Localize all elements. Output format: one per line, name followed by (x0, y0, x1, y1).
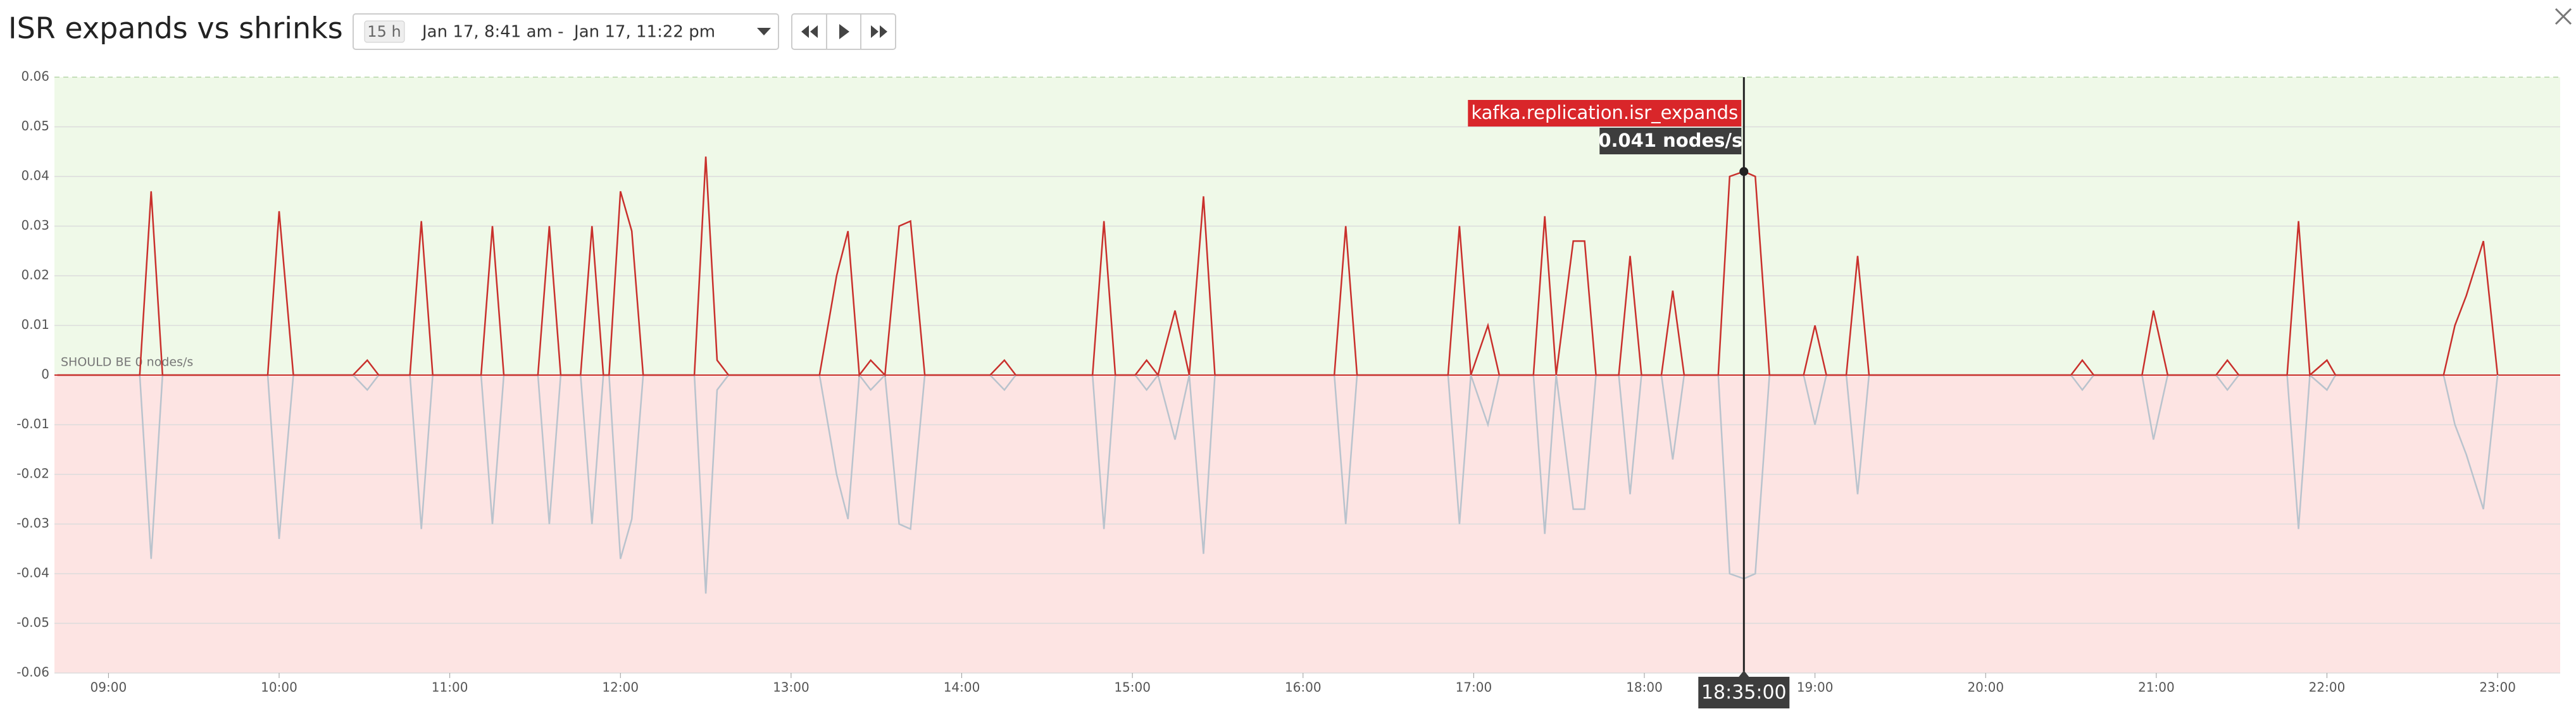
title: ISR expands vs shrinks (8, 11, 343, 46)
y-tick-label: 0.02 (21, 268, 49, 283)
forward-button[interactable] (871, 25, 887, 38)
x-tick-label: 19:00 (1797, 680, 1834, 695)
time-picker[interactable] (353, 13, 779, 50)
span: 15 h (367, 23, 401, 40)
y-tick-label: -0.05 (16, 615, 49, 630)
x-tick-label: 21:00 (2138, 680, 2175, 695)
x-tick-label: 14:00 (944, 680, 980, 695)
x-tick-label: 16:00 (1285, 680, 1322, 695)
y-tick-label: 0.06 (21, 69, 49, 84)
tooltip-series: kafka.replication.isr_expands (1471, 102, 1738, 123)
y-tick-label: 0.01 (21, 317, 49, 332)
crosshair-time-box (1698, 677, 1790, 708)
y-tick-label: -0.04 (16, 565, 49, 581)
y-tick-label: 0.04 (21, 168, 49, 183)
y-tick-label: -0.06 (16, 665, 49, 680)
x-tick-label: 12:00 (602, 680, 639, 695)
crosshair-time-pointer (1739, 670, 1749, 677)
y-tick-label: 0.03 (21, 218, 49, 233)
x-tick-label: 09:00 (91, 680, 127, 695)
play-button[interactable] (839, 24, 849, 39)
tooltip-value: 0.041 nodes/s (1598, 130, 1742, 151)
x-tick-label: 17:00 (1456, 680, 1492, 695)
x-tick-label: 13:00 (773, 680, 810, 695)
dropdown-caret[interactable] (757, 28, 771, 35)
crosshair-time: 18:35:00 (1701, 682, 1787, 704)
hover-point (1739, 167, 1749, 176)
series-line (57, 373, 2499, 594)
y-tick-label: -0.02 (16, 466, 49, 481)
range: Jan 17, 8:41 am - Jan 17, 11:22 pm (421, 23, 715, 42)
plot-area: 0.06 0.05 0.04 0.03 0.02 0.01 0 -0.01 -0.02 -0.03… (16, 69, 2560, 708)
x-tick-label: 10:00 (261, 680, 297, 695)
x-tick-label: 20:00 (1967, 680, 2004, 695)
y-tick-label: 0 (41, 367, 49, 382)
rewind-button[interactable] (801, 25, 818, 38)
y-tick-label: 0.05 (21, 118, 49, 133)
span-badge (364, 20, 405, 43)
x-tick-label: 11:00 (432, 680, 468, 695)
x-tick-label: 15:00 (1114, 680, 1151, 695)
x-tick-label: 18:00 (1626, 680, 1663, 695)
y-tick-label: -0.01 (16, 416, 49, 431)
x-tick-label: 22:00 (2309, 680, 2346, 695)
y-tick-label: -0.03 (16, 515, 49, 531)
tooltip-value-box (1599, 128, 1742, 154)
x-tick-label: 23:00 (2479, 680, 2516, 695)
annotation: SHOULD BE 0 nodes/s (61, 355, 193, 369)
series-line (57, 156, 2499, 378)
close-button[interactable] (2554, 8, 2572, 25)
tooltip-series-box (1468, 100, 1742, 127)
